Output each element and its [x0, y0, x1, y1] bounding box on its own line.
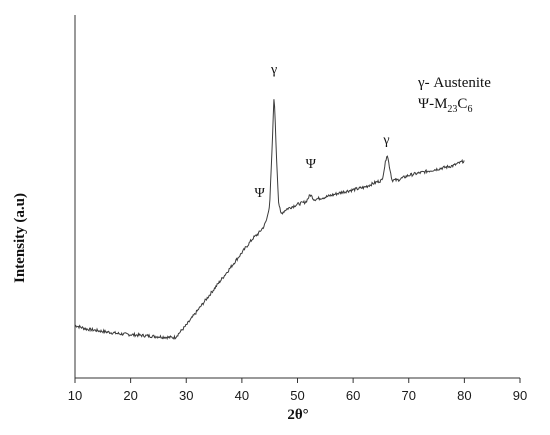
x-tick-label: 10 [68, 388, 82, 403]
x-axis-title: 2θ° [287, 407, 308, 423]
legend-item-carbide: Ψ-M23C6 [418, 96, 472, 115]
x-tick-label: 60 [346, 388, 360, 403]
legend-subscript: 6 [467, 104, 472, 115]
legend-symbol: γ [417, 75, 425, 91]
y-axis-title: Intensity (a.u) [12, 193, 28, 283]
legend-item-austenite: γ- Austenite [417, 75, 491, 91]
x-tick-label: 90 [513, 388, 527, 403]
x-tick-label: 20 [123, 388, 137, 403]
legend-symbol: Ψ [418, 96, 430, 112]
x-ticks: 10 20 30 40 50 60 70 80 90 [68, 378, 527, 403]
peak-annotations: γ Ψ Ψγ [255, 63, 390, 201]
legend-label: - Austenite [425, 75, 492, 91]
legend-label: -M [429, 96, 447, 112]
peak-label: γ [382, 133, 389, 148]
x-tick-label: 70 [402, 388, 416, 403]
x-tick-label: 40 [235, 388, 249, 403]
axes [74, 15, 520, 379]
xrd-pattern-line [75, 99, 465, 341]
peak-label: γ [270, 63, 277, 78]
legend-subscript: 23 [447, 104, 457, 115]
legend-label-mid: C [457, 96, 467, 112]
x-tick-label: 50 [290, 388, 304, 403]
peak-label: Ψ [306, 157, 317, 172]
x-tick-label: 30 [179, 388, 193, 403]
legend: γ- Austenite Ψ-M23C6 [417, 75, 491, 115]
peak-label: Ψ [255, 186, 266, 201]
x-tick-label: 80 [457, 388, 471, 403]
